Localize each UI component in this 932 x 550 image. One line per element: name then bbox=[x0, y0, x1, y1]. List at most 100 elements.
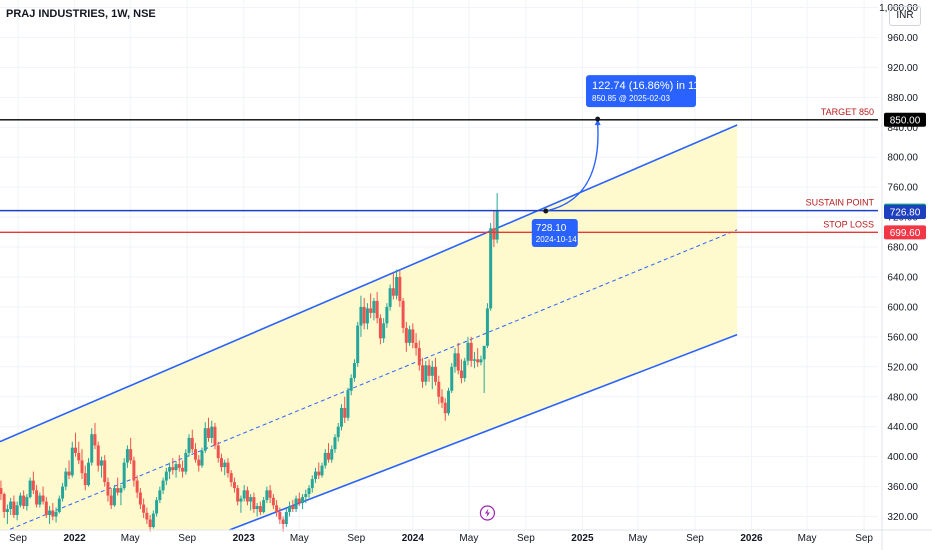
candle-body bbox=[197, 459, 201, 466]
y-tick-label: 360.00 bbox=[887, 482, 918, 493]
hline-label: TARGET 850 bbox=[821, 107, 874, 117]
candle-body bbox=[22, 495, 26, 507]
candle-body bbox=[51, 510, 55, 517]
candle-body bbox=[301, 497, 305, 504]
candle-body bbox=[155, 500, 159, 514]
y-tick-label: 680.00 bbox=[887, 243, 918, 254]
start-price-label: 728.10 bbox=[536, 223, 567, 234]
candle-body bbox=[229, 473, 233, 483]
candle-body bbox=[86, 462, 90, 486]
candle-body bbox=[80, 460, 84, 474]
candle-body bbox=[339, 407, 343, 427]
channel-middle-line[interactable] bbox=[10, 229, 738, 530]
candle-body bbox=[365, 308, 369, 324]
candle-body bbox=[472, 359, 476, 361]
end-label: 850.85 @ 2025-02-03 bbox=[592, 94, 671, 103]
projection-end-dot[interactable] bbox=[595, 116, 601, 122]
candle-body bbox=[284, 512, 288, 525]
candle-body bbox=[476, 359, 480, 363]
candle-body bbox=[262, 500, 266, 513]
candle-body bbox=[495, 211, 499, 240]
candle-body bbox=[482, 345, 486, 360]
candle-body bbox=[401, 300, 405, 328]
candle-body bbox=[135, 480, 139, 493]
currency-button[interactable]: INR bbox=[889, 6, 921, 26]
candle-body bbox=[434, 366, 438, 382]
candle-body bbox=[398, 276, 402, 301]
candle-body bbox=[291, 506, 295, 510]
x-tick-label: May bbox=[629, 533, 648, 544]
x-tick-label: May bbox=[798, 533, 817, 544]
candle-body bbox=[336, 426, 340, 438]
price-tag-bg bbox=[884, 225, 926, 240]
price-tag: 699.60 bbox=[890, 228, 921, 239]
x-tick-label: Sep bbox=[855, 533, 873, 544]
y-tick-label: 760.00 bbox=[887, 183, 918, 194]
parallel-channel[interactable] bbox=[0, 124, 738, 531]
candle-body bbox=[411, 329, 415, 343]
candle-body bbox=[38, 495, 42, 505]
candle-body bbox=[288, 506, 292, 513]
candle-body bbox=[61, 486, 65, 499]
x-tick-label: Sep bbox=[347, 533, 365, 544]
candle-body bbox=[359, 306, 363, 326]
misc-markers[interactable] bbox=[479, 505, 496, 521]
x-tick-label: Sep bbox=[686, 533, 704, 544]
candle-body bbox=[96, 445, 100, 466]
x-tick-label: Sep bbox=[517, 533, 535, 544]
candle-body bbox=[187, 437, 191, 453]
candle-body bbox=[57, 498, 61, 513]
candle-body bbox=[142, 504, 146, 513]
candle-body bbox=[0, 488, 3, 495]
candle-body bbox=[181, 467, 185, 472]
candle-body bbox=[206, 428, 210, 438]
projection-start-dot[interactable] bbox=[543, 208, 549, 214]
candle-body bbox=[343, 407, 347, 418]
candle-body bbox=[103, 460, 107, 483]
candle-body bbox=[41, 495, 45, 502]
candle-body bbox=[385, 306, 389, 324]
candle-body bbox=[430, 366, 434, 376]
candle-body bbox=[74, 447, 78, 453]
candle-body bbox=[184, 452, 188, 472]
candle-body bbox=[489, 228, 493, 309]
candle-body bbox=[44, 501, 48, 516]
candle-body bbox=[463, 360, 467, 379]
y-tick-label: 840.00 bbox=[887, 123, 918, 134]
projection-arrow[interactable] bbox=[545, 124, 599, 212]
y-tick-label: 1,000.00 bbox=[879, 3, 918, 14]
candle-body bbox=[28, 480, 32, 498]
candle-body bbox=[99, 460, 103, 466]
price-axis[interactable]: 1,000.00 960.00 920.00 880.00 840.00 800.00 76… bbox=[879, 0, 918, 550]
candle-body bbox=[161, 480, 165, 491]
candle-body bbox=[459, 370, 463, 379]
channel-upper-line[interactable] bbox=[0, 124, 738, 443]
x-tick-label: 2025 bbox=[571, 533, 594, 544]
candle-body bbox=[453, 353, 457, 367]
candle-body bbox=[427, 365, 431, 376]
candle-body bbox=[443, 402, 447, 414]
candle-body bbox=[395, 276, 399, 296]
candle-body bbox=[35, 490, 39, 505]
horizontal-lines[interactable]: TARGET 850 SUSTAIN POINT STOP LOSS bbox=[0, 107, 878, 234]
candle-body bbox=[326, 452, 330, 460]
time-axis[interactable]: Sep 2022 May Sep 2023 May Sep 2024 May Sep 2025 May… bbox=[0, 529, 932, 544]
channel-lower-line[interactable] bbox=[229, 333, 738, 531]
candle-body bbox=[164, 471, 168, 481]
candle-body bbox=[440, 396, 444, 403]
candle-body bbox=[485, 308, 489, 346]
end-label-box bbox=[586, 75, 696, 108]
y-tick-label: 920.00 bbox=[887, 63, 918, 74]
candle-body bbox=[148, 519, 152, 528]
y-tick-label: 320.00 bbox=[887, 512, 918, 523]
candle-body bbox=[54, 512, 58, 517]
candle-body bbox=[352, 363, 356, 379]
candle-body bbox=[109, 495, 113, 506]
candle-body bbox=[9, 501, 13, 510]
x-tick-label: Sep bbox=[9, 533, 27, 544]
candle-body bbox=[18, 495, 22, 506]
candle-body bbox=[77, 452, 81, 461]
candle-body bbox=[252, 497, 256, 510]
